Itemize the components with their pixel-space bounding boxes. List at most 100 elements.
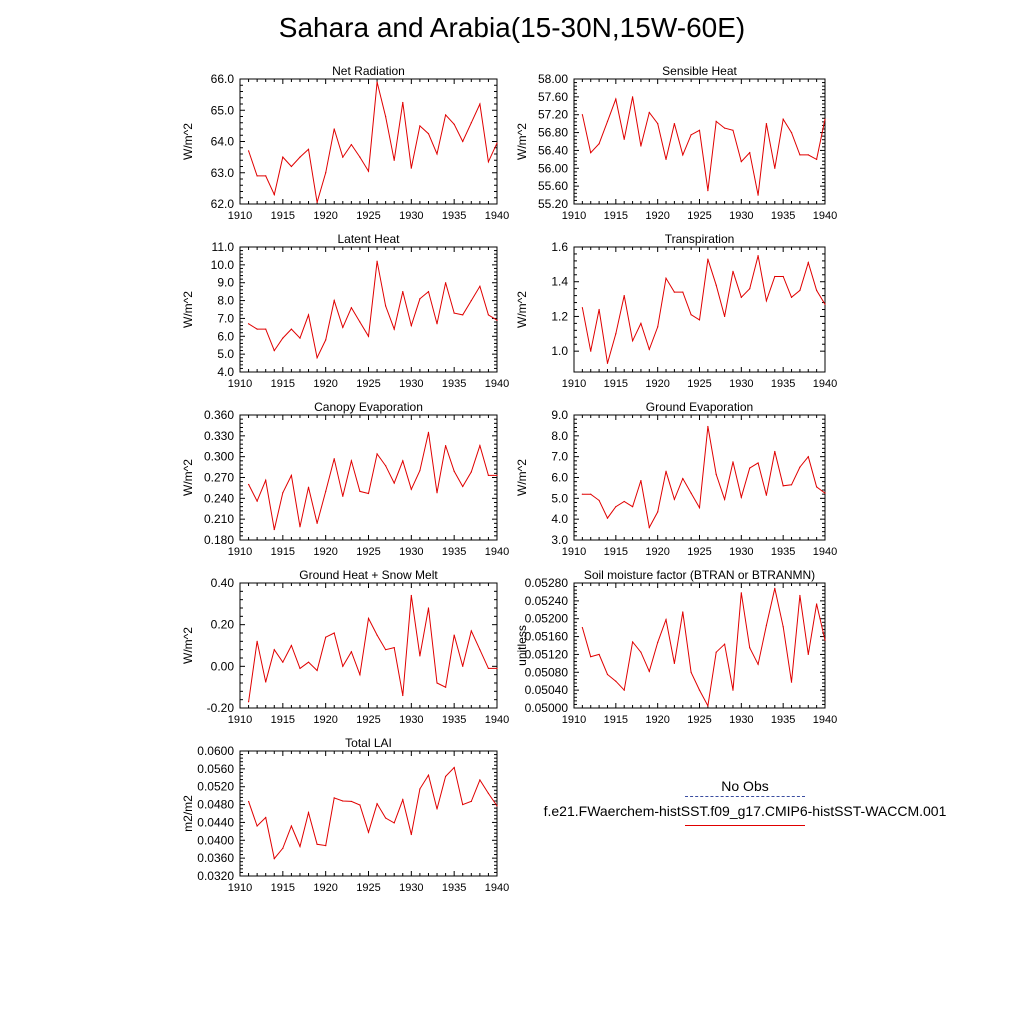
y-axis-label: W/m^2 — [515, 459, 529, 496]
legend-obs-label: No Obs — [721, 778, 769, 794]
series-line — [248, 81, 498, 203]
y-tick-label: 7.0 — [217, 311, 234, 325]
data-point — [648, 526, 650, 529]
data-point — [487, 314, 490, 316]
y-axis-label: W/m^2 — [181, 459, 195, 496]
series-line — [248, 766, 498, 860]
data-point — [690, 314, 692, 316]
y-tick-label: 57.20 — [538, 108, 568, 122]
y-tick-label: 5.0 — [551, 491, 568, 505]
x-tick-label: 1940 — [813, 210, 837, 222]
y-tick-label: 6.0 — [217, 329, 234, 343]
panel-total-lai: Total LAI m2/m2 1910 1915 1920 1925 1930 1935 19… — [181, 736, 509, 894]
data-point — [615, 333, 617, 335]
data-point — [342, 495, 344, 497]
data-point — [606, 362, 609, 364]
x-tick-label: 1915 — [604, 210, 628, 222]
x-tick-label: 1915 — [271, 378, 295, 390]
data-point — [606, 673, 609, 676]
data-point — [410, 594, 412, 597]
y-axis-label: W/m^2 — [515, 123, 529, 160]
x-tick-label: 1910 — [228, 546, 252, 558]
data-point — [247, 323, 250, 325]
x-tick-label: 1920 — [313, 210, 337, 222]
panel-soil-moisture-factor-btran-or-btranmn: Soil moisture factor (BTRAN or BTRANMN) u… — [515, 568, 837, 726]
plot-frame — [239, 582, 498, 709]
data-point — [631, 506, 634, 508]
y-tick-label: 0.05080 — [525, 665, 569, 679]
data-point — [350, 800, 352, 803]
x-tick-label: 1915 — [604, 714, 628, 726]
series-line — [582, 426, 826, 529]
x-tick-label: 1935 — [442, 210, 466, 222]
data-point — [715, 651, 717, 653]
data-point — [816, 158, 818, 160]
data-point — [757, 663, 759, 665]
y-tick-label: 65.0 — [211, 103, 235, 117]
y-tick-label: 0.0400 — [197, 833, 234, 847]
data-point — [290, 644, 292, 647]
y-tick-label: 7.0 — [551, 450, 568, 464]
data-point — [816, 603, 818, 605]
data-point — [307, 812, 310, 814]
data-point — [402, 291, 404, 293]
data-point — [427, 291, 430, 293]
data-point — [376, 81, 378, 83]
data-point — [790, 131, 793, 134]
data-point — [732, 129, 734, 131]
y-tick-label: 0.210 — [204, 512, 234, 526]
y-tick-label: 0.05280 — [525, 576, 569, 590]
data-point — [410, 167, 412, 169]
data-point — [393, 822, 395, 824]
data-point — [640, 480, 642, 482]
data-point — [799, 154, 801, 156]
data-point — [359, 156, 361, 158]
x-tick-label: 1925 — [356, 378, 380, 390]
y-tick-label: 0.0320 — [197, 869, 234, 883]
y-tick-label: 0.05160 — [525, 630, 569, 644]
y-axis-label: W/m^2 — [181, 291, 195, 328]
data-point — [724, 498, 726, 500]
data-point — [623, 295, 625, 297]
y-tick-label: 0.330 — [204, 429, 234, 443]
y-tick-label: 10.0 — [211, 258, 235, 272]
y-tick-label: 62.0 — [211, 197, 235, 211]
data-point — [282, 156, 284, 158]
y-tick-label: -0.20 — [207, 701, 235, 715]
y-tick-label: 66.0 — [211, 72, 235, 86]
data-point — [333, 299, 335, 302]
y-tick-label: 0.40 — [211, 576, 235, 590]
data-point — [325, 845, 327, 847]
y-tick-label: 56.40 — [538, 143, 568, 157]
data-point — [273, 649, 275, 651]
data-point — [749, 152, 751, 154]
data-point — [470, 299, 472, 302]
y-axis-label: unitless — [515, 625, 529, 666]
data-point — [410, 324, 412, 327]
data-point — [807, 262, 809, 264]
data-point — [367, 617, 370, 620]
data-point — [359, 674, 361, 676]
data-point — [598, 308, 600, 311]
data-point — [479, 444, 481, 447]
data-point — [615, 98, 617, 100]
legend-obs-line — [685, 796, 805, 797]
data-point — [765, 494, 768, 496]
data-point — [445, 114, 447, 116]
data-point — [445, 444, 447, 447]
data-point — [765, 123, 768, 125]
x-tick-label: 1940 — [485, 546, 509, 558]
y-tick-label: 8.0 — [217, 294, 234, 308]
data-point — [690, 134, 692, 136]
data-point — [581, 114, 583, 116]
data-point — [757, 462, 759, 464]
data-point — [402, 101, 404, 104]
data-point — [732, 270, 734, 272]
data-point — [299, 667, 301, 670]
y-tick-label: 0.0440 — [197, 815, 234, 829]
plot-frame — [239, 414, 498, 541]
legend: No Obs f.e21.FWaerchem-histSST.f09_g17.C… — [530, 778, 960, 826]
y-tick-label: 4.0 — [551, 512, 568, 526]
data-point — [782, 118, 784, 120]
